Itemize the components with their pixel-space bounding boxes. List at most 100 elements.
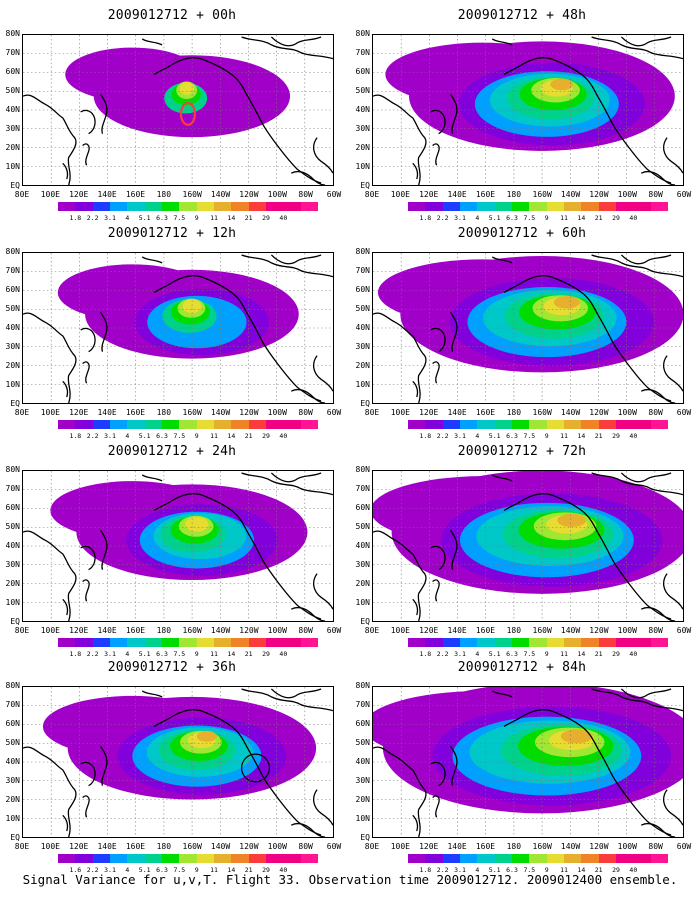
- colorbar-label: 1.8: [69, 432, 82, 440]
- colorbar-label: 11: [560, 866, 568, 874]
- colorbar-swatch: [265, 420, 284, 429]
- longitude-label: 80W: [648, 190, 663, 199]
- colorbar-label: 40: [629, 650, 638, 658]
- longitude-label: 60W: [676, 842, 692, 851]
- colorbar-label: 6.3: [156, 650, 168, 658]
- latitude-label: 70N: [5, 48, 20, 57]
- colorbar-swatch: [283, 420, 301, 429]
- colorbar-swatch: [144, 202, 162, 211]
- colorbar-label: 7.5: [173, 866, 186, 874]
- colorbar-swatch: [92, 420, 110, 429]
- map-canvas: [23, 471, 333, 621]
- latitude-label: 20N: [5, 795, 20, 804]
- colorbar-swatch: [598, 638, 616, 647]
- colorbar-label: 29: [612, 214, 620, 222]
- colorbar-swatch: [75, 854, 93, 863]
- longitude-label: 80W: [648, 842, 663, 851]
- colorbar-label: 1.8: [419, 650, 432, 658]
- colorbar-swatch: [633, 854, 651, 863]
- colorbar-label: 6.3: [506, 214, 518, 222]
- longitude-label: 120W: [239, 842, 259, 851]
- colorbar: [58, 202, 318, 211]
- latitude-label: 50N: [5, 86, 20, 95]
- colorbar-swatch: [529, 202, 547, 211]
- longitude-label: 180: [156, 626, 172, 635]
- colorbar-label: 11: [210, 650, 218, 658]
- latitude-label: 30N: [5, 776, 20, 785]
- latitude-label: 50N: [355, 86, 370, 95]
- colorbar-swatch: [109, 202, 128, 211]
- longitude-label: 120W: [589, 190, 609, 199]
- colorbar-swatch: [442, 638, 460, 647]
- longitude-label: 100E: [390, 842, 410, 851]
- longitude-label: 180: [156, 408, 172, 417]
- panel-title: 2009012712 + 60h: [457, 226, 587, 241]
- colorbar-swatch: [58, 854, 76, 863]
- colorbar-swatch: [248, 854, 266, 863]
- latitude-label: EQ: [10, 833, 20, 842]
- colorbar-swatch: [408, 202, 426, 211]
- colorbar-swatch: [127, 638, 145, 647]
- latitude-label: 40N: [5, 541, 20, 550]
- longitude-label: 120E: [419, 190, 439, 199]
- colorbar-label: 7.5: [523, 432, 536, 440]
- colorbar-swatch: [477, 854, 495, 863]
- latitude-label: 70N: [5, 484, 20, 493]
- latitude-label: 80N: [355, 681, 370, 690]
- colorbar-swatch: [179, 420, 197, 429]
- colorbar-swatch: [127, 854, 145, 863]
- panel-title: 2009012712 + 00h: [107, 8, 237, 23]
- colorbar-swatch: [581, 202, 599, 211]
- colorbar-swatch: [563, 638, 582, 647]
- latitude-label: 30N: [355, 124, 370, 133]
- colorbar-swatch: [546, 854, 564, 863]
- colorbar-swatch: [231, 202, 249, 211]
- longitude-label: 120E: [69, 626, 89, 635]
- colorbar-label: 4: [475, 866, 480, 874]
- longitude-label: 140W: [210, 842, 231, 851]
- colorbar-swatch: [265, 638, 284, 647]
- colorbar-swatch: [109, 638, 128, 647]
- latitude-label: 70N: [5, 266, 20, 275]
- colorbar-label: 1.8: [69, 214, 82, 222]
- longitude-label: 180: [156, 190, 172, 199]
- colorbar-swatch: [650, 638, 668, 647]
- colorbar-swatch: [494, 202, 512, 211]
- longitude-label: 160E: [125, 842, 146, 851]
- colorbar-swatch: [144, 854, 162, 863]
- latitude-label: 60N: [355, 503, 370, 512]
- latitude-label: 70N: [355, 48, 370, 57]
- latitude-label: 30N: [355, 776, 370, 785]
- colorbar-swatch: [161, 854, 180, 863]
- colorbar-label: 9: [544, 650, 549, 658]
- longitude-label: 120E: [419, 626, 439, 635]
- colorbar-swatch: [425, 202, 443, 211]
- colorbar-swatch: [58, 638, 76, 647]
- panel-title: 2009012712 + 12h: [107, 226, 237, 241]
- colorbar-swatch: [127, 202, 145, 211]
- longitude-label: 140E: [447, 408, 467, 417]
- colorbar-swatch: [179, 638, 197, 647]
- colorbar-label: 21: [594, 214, 603, 222]
- colorbar-swatch: [161, 420, 180, 429]
- colorbar-label: 3.1: [104, 214, 116, 222]
- colorbar-swatch: [650, 202, 668, 211]
- longitude-label: 140E: [97, 408, 117, 417]
- longitude-label: 140W: [210, 408, 231, 417]
- colorbar-swatch: [231, 638, 249, 647]
- colorbar-label: 4: [125, 650, 130, 658]
- latitude-label: 80N: [5, 29, 20, 38]
- latitude-label: 20N: [355, 579, 370, 588]
- colorbar-swatch: [477, 638, 495, 647]
- colorbar-label: 2.2: [436, 432, 449, 440]
- longitude-label: 140E: [447, 626, 467, 635]
- longitude-label: 140E: [447, 842, 467, 851]
- colorbar-label: 2.2: [86, 866, 99, 874]
- longitude-label: 120W: [589, 626, 609, 635]
- colorbar-swatch: [477, 420, 495, 429]
- latitude-label: 80N: [5, 465, 20, 474]
- colorbar-label: 9: [194, 866, 199, 874]
- colorbar-label: 5.1: [488, 650, 501, 658]
- longitude-label: 100E: [390, 626, 410, 635]
- longitude-label: 100W: [267, 842, 287, 851]
